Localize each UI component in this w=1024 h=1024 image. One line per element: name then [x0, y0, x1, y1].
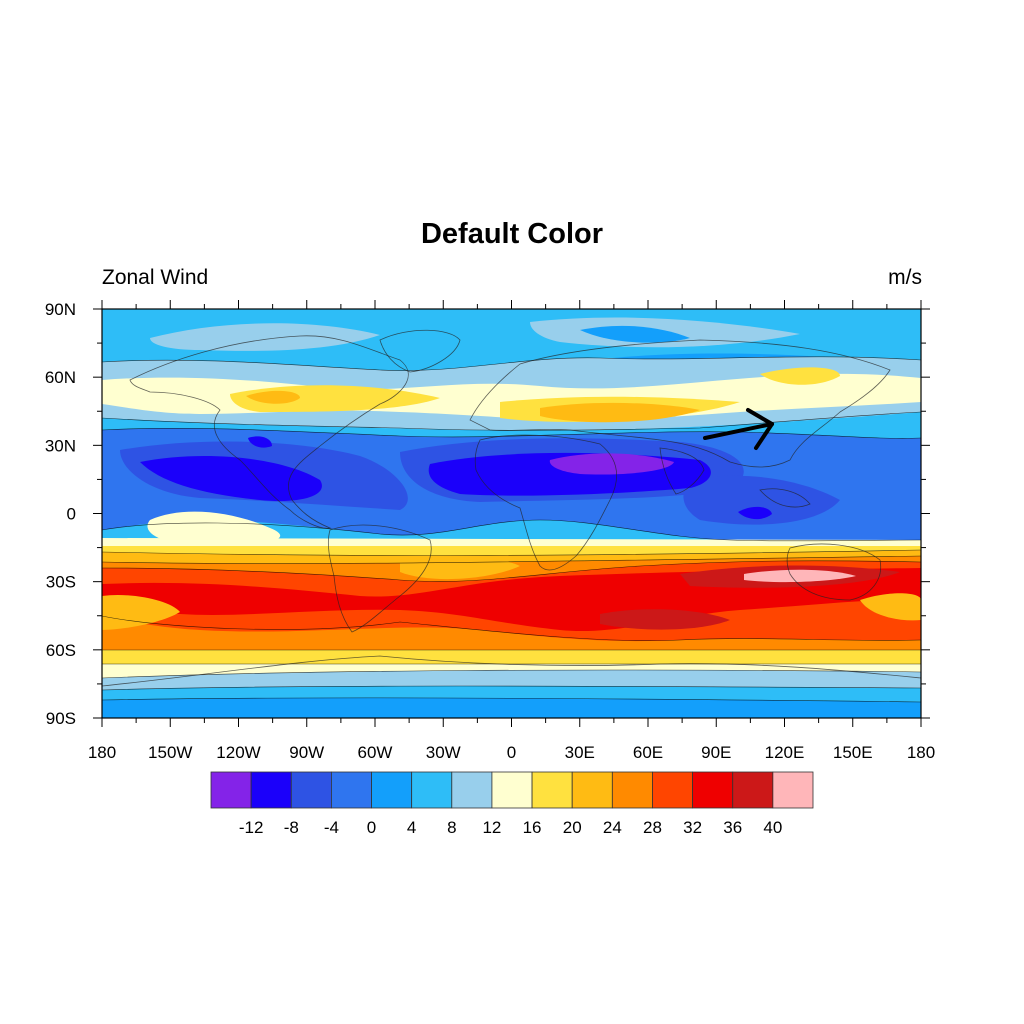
colorbar-label: -12	[239, 818, 264, 837]
colorbar-swatch	[772, 771, 814, 809]
colorbar-swatch	[611, 771, 653, 809]
colorbar-label: 8	[447, 818, 456, 837]
colorbar-swatch	[290, 771, 332, 809]
colorbar-label: 0	[367, 818, 376, 837]
colorbar-label: -4	[324, 818, 339, 837]
lat-tick-label: 90N	[45, 300, 76, 319]
colorbar-label: 32	[683, 818, 702, 837]
lon-tick-label: 90W	[289, 743, 324, 762]
units-label: m/s	[888, 266, 922, 289]
latitude-labels: 90N 60N 30N 0 30S 60S 90S	[45, 300, 76, 728]
lat-tick-label: 30S	[46, 573, 76, 592]
lon-tick-label: 30E	[565, 743, 595, 762]
colorbar-label: 40	[763, 818, 782, 837]
colorbar-label: 24	[603, 818, 622, 837]
colorbar-swatch	[692, 771, 734, 809]
colorbar-label: 36	[723, 818, 742, 837]
lon-tick-label: 90E	[701, 743, 731, 762]
coastlines	[102, 329, 921, 687]
lon-tick-label: 60E	[633, 743, 663, 762]
lon-tick-label: 0	[507, 743, 516, 762]
lon-tick-label: 150E	[833, 743, 873, 762]
lat-tick-label: 60N	[45, 368, 76, 387]
colorbar-label: 4	[407, 818, 416, 837]
contour-fill	[102, 309, 921, 718]
colorbar-swatch	[330, 771, 372, 809]
colorbar-swatch	[732, 771, 774, 809]
axis-ticks	[93, 300, 930, 727]
colorbar-swatch	[451, 771, 493, 809]
colorbar-swatch	[210, 771, 252, 809]
colorbar-labels: -12 -8 -4 0 4 8 12 16 20 24 28 32 36 40	[239, 818, 782, 837]
lat-tick-label: 30N	[45, 436, 76, 455]
colorbar-swatch	[571, 771, 613, 809]
colorbar-swatch	[491, 771, 533, 809]
lon-tick-label: 180	[907, 743, 935, 762]
colorbar-swatch	[652, 771, 694, 809]
colorbar-swatch	[531, 771, 573, 809]
colorbar-swatch	[371, 771, 413, 809]
plot-title: Default Color	[420, 218, 604, 250]
lat-tick-label: 0	[67, 505, 76, 524]
lon-tick-label: 180	[88, 743, 116, 762]
lat-tick-label: 90S	[46, 709, 76, 728]
lon-tick-label: 60W	[358, 743, 393, 762]
lat-tick-label: 60S	[46, 641, 76, 660]
annotation-arrow	[703, 408, 774, 450]
colorbar-label: 16	[523, 818, 542, 837]
colorbar-label: 20	[563, 818, 582, 837]
colorbar-label: -8	[284, 818, 299, 837]
colorbar	[210, 771, 814, 809]
lon-tick-label: 120W	[216, 743, 260, 762]
lon-tick-label: 120E	[765, 743, 805, 762]
lon-tick-label: 150W	[148, 743, 192, 762]
longitude-labels: 180 150W 120W 90W 60W 30W 0 30E 60E 90E 120E 150E 18…	[88, 743, 935, 762]
variable-label: Zonal Wind	[102, 266, 209, 289]
lon-tick-label: 30W	[426, 743, 461, 762]
colorbar-label: 28	[643, 818, 662, 837]
colorbar-swatch	[411, 771, 453, 809]
colorbar-label: 12	[482, 818, 501, 837]
colorbar-swatch	[250, 771, 292, 809]
